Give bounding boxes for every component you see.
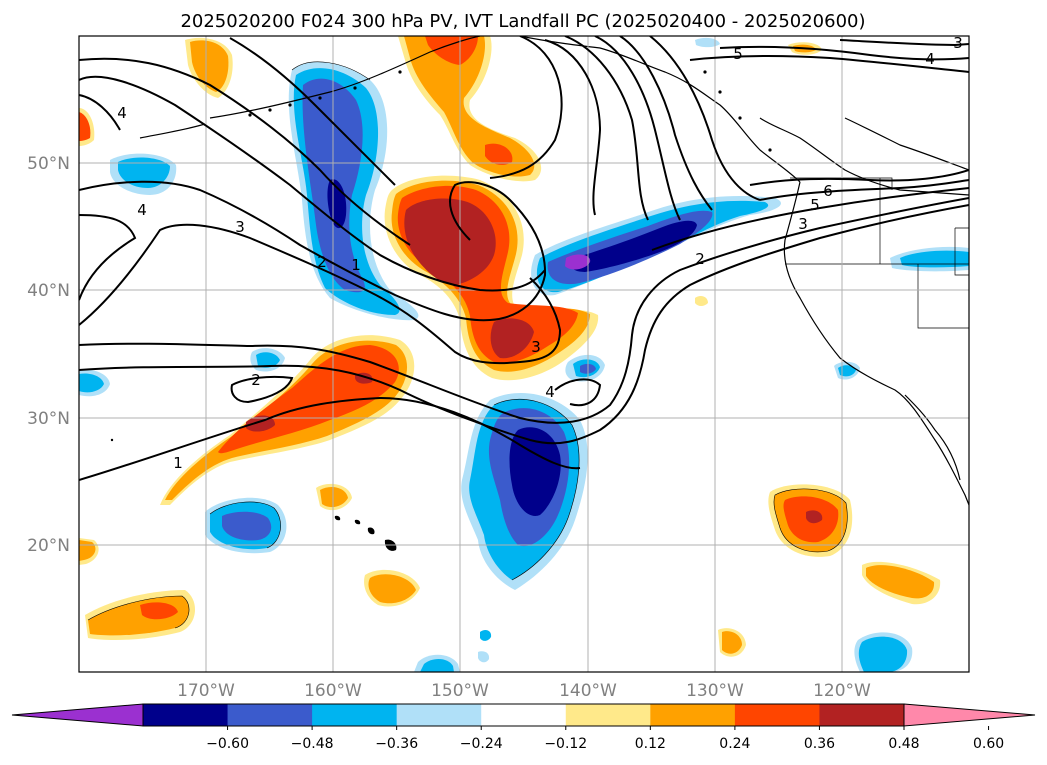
lat-label: 20°N xyxy=(27,536,70,556)
contour-label: 2 xyxy=(251,371,261,389)
colorbar-tick-label: 0.12 xyxy=(635,736,666,752)
contour-label: 3 xyxy=(235,218,245,236)
map-frame xyxy=(78,35,970,673)
lon-label: 150°W xyxy=(431,681,489,701)
lon-label: 170°W xyxy=(177,681,235,701)
longitude-labels: 170°W 160°W 150°W 140°W 130°W 120°W xyxy=(177,681,871,701)
contour-label: 1 xyxy=(351,256,361,274)
pv-contours xyxy=(79,36,969,481)
lon-label: 120°W xyxy=(813,681,871,701)
colorbar-tick-label: 0.48 xyxy=(888,736,919,752)
colorbar-segment xyxy=(396,704,482,726)
colorbar-segment xyxy=(650,704,736,726)
colorbar-tick-label: 0.24 xyxy=(719,736,750,752)
lon-label: 140°W xyxy=(559,681,617,701)
colorbar-extend-high xyxy=(903,703,1036,727)
latitude-labels: 50°N 40°N 30°N 20°N xyxy=(27,154,70,556)
colorbar-tick-label: 0.36 xyxy=(804,736,835,752)
colorbar-segment xyxy=(143,704,229,726)
contour-label: 3 xyxy=(531,338,541,356)
contour-label: 4 xyxy=(137,201,147,219)
colorbar: −0.60 −0.48 −0.36 −0.24 −0.12 0.12 0.24 0.36 0.4… xyxy=(11,703,1036,752)
contour-label: 5 xyxy=(733,45,743,63)
contour-labels: 4 4 3 2 1 1 2 3 4 2 3 5 6 5 4 3 xyxy=(117,34,963,472)
lon-label: 160°W xyxy=(304,681,362,701)
map-area: 4 4 3 2 1 1 2 3 4 2 3 5 6 5 4 3 xyxy=(79,34,969,672)
colorbar-segment xyxy=(227,704,313,726)
contour-label: 6 xyxy=(823,182,833,200)
colorbar-segment xyxy=(565,704,651,726)
contour-label: 1 xyxy=(173,454,183,472)
lat-label: 50°N xyxy=(27,154,70,174)
figure-title: 2025020200 F024 300 hPa PV, IVT Landfall… xyxy=(180,11,865,32)
contour-label: 3 xyxy=(798,215,808,233)
colorbar-extend-low xyxy=(11,703,144,727)
lon-label: 130°W xyxy=(686,681,744,701)
contour-label: 4 xyxy=(545,383,555,401)
lat-label: 30°N xyxy=(27,409,70,429)
colorbar-tick-label: 0.60 xyxy=(973,736,1004,752)
colorbar-segment xyxy=(312,704,398,726)
colorbar-tick-label: −0.24 xyxy=(460,736,503,752)
contour-label: 4 xyxy=(925,50,935,68)
islands xyxy=(110,70,772,551)
colorbar-segment xyxy=(819,704,905,726)
contour-label: 2 xyxy=(695,250,705,268)
contour-label: 2 xyxy=(317,253,327,271)
colorbar-tick-label: −0.36 xyxy=(375,736,418,752)
contour-label: 4 xyxy=(117,104,127,122)
colorbar-frame xyxy=(142,703,905,727)
colorbar-segment xyxy=(481,704,567,726)
colorbar-tick-label: −0.60 xyxy=(206,736,249,752)
contour-label: 3 xyxy=(953,34,963,52)
lat-label: 40°N xyxy=(27,281,70,301)
colorbar-segment xyxy=(734,704,820,726)
contour-label: 5 xyxy=(810,196,820,214)
gridlines xyxy=(79,36,969,672)
colorbar-tick-label: −0.12 xyxy=(544,736,587,752)
colorbar-tick-label: −0.48 xyxy=(291,736,334,752)
